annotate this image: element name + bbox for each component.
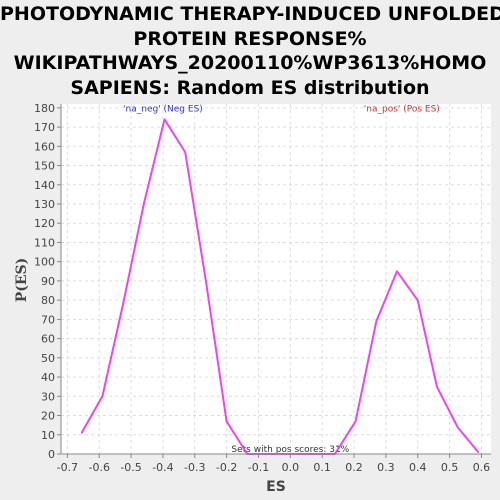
x-axis-label: ES (266, 479, 286, 495)
x-tick-label: 0.1 (313, 461, 331, 474)
y-tick-label: 80 (41, 294, 55, 307)
data-point (416, 299, 419, 301)
data-point (80, 432, 83, 434)
data-point (143, 203, 145, 205)
x-tick-label: 0.0 (282, 461, 300, 474)
plot-area (61, 104, 491, 454)
data-point (477, 451, 480, 453)
y-tick-label: 100 (34, 256, 55, 269)
x-tick-label: -0.6 (88, 461, 109, 474)
y-tick-label: 60 (41, 333, 55, 346)
annotation-label: Sets with pos scores: 31% (231, 445, 349, 455)
y-tick-label: 120 (34, 217, 55, 230)
x-tick-label: -0.7 (57, 461, 78, 474)
annotations: 'na_neg' (Neg ES) 'na_pos' (Pos ES) Sets w… (123, 105, 440, 455)
x-tick-label: -0.2 (216, 461, 237, 474)
x-tick-label: 0.2 (345, 461, 363, 474)
chart-title-line-1: PHOTODYNAMIC THERAPY-INDUCED UNFOLDED (0, 3, 500, 25)
y-tick-label: 170 (34, 121, 55, 134)
y-tick-label: 180 (34, 102, 55, 115)
x-tick-label: -0.5 (120, 461, 141, 474)
data-point (225, 420, 228, 423)
annotation-label: 'na_pos' (Pos ES) (364, 105, 440, 115)
x-tick-label: 0.6 (473, 461, 491, 474)
y-tick-label: 130 (34, 198, 55, 211)
y-tick-label: 40 (41, 371, 55, 384)
y-tick-label: 150 (34, 160, 55, 173)
x-tick-label: -0.1 (248, 461, 269, 474)
x-tick-label: -0.3 (184, 461, 205, 474)
x-tick-label: 0.4 (409, 461, 427, 474)
data-point (122, 303, 124, 305)
y-tick-label: 90 (41, 275, 55, 288)
data-point (456, 426, 459, 428)
data-point (163, 118, 166, 121)
y-tick-label: 50 (41, 352, 55, 365)
grid (61, 104, 491, 455)
data-point (436, 385, 438, 388)
data-point (184, 151, 187, 153)
y-axis-label: P(ES) (14, 258, 30, 303)
data-point (396, 270, 398, 273)
chart-title-line-2: PROTEIN RESPONSE% (133, 27, 367, 50)
y-tick-label: 30 (41, 390, 55, 403)
x-tick-label: -0.4 (152, 461, 173, 474)
y-tick-label: 140 (34, 179, 55, 192)
chart-title-line-4: SAPIENS: Random ES distribution (70, 76, 430, 99)
x-tick-label: 0.3 (377, 461, 395, 474)
chart-title-line-3: WIKIPATHWAYS_20200110%WP3613%HOMO (13, 52, 487, 74)
data-point (375, 320, 378, 323)
annotation-label: 'na_neg' (Neg ES) (123, 105, 203, 115)
chart-title: PHOTODYNAMIC THERAPY-INDUCED UNFOLDED PR… (0, 2, 500, 100)
axes: -0.7 -0.6 -0.5 -0.4 -0.3 -0.2 -0.1 0.0 0.1 0.2 0.3… (34, 102, 491, 474)
y-tick-label: 20 (41, 410, 55, 423)
data-point (354, 420, 357, 423)
y-tick-label: 0 (48, 448, 55, 461)
y-tick-label: 110 (34, 236, 55, 249)
y-tick-label: 10 (41, 429, 55, 442)
data-point (101, 395, 104, 398)
data-point (205, 280, 207, 282)
x-tick-label: 0.5 (441, 461, 459, 474)
y-tick-label: 160 (34, 140, 55, 153)
y-tick-label: 70 (41, 313, 55, 326)
